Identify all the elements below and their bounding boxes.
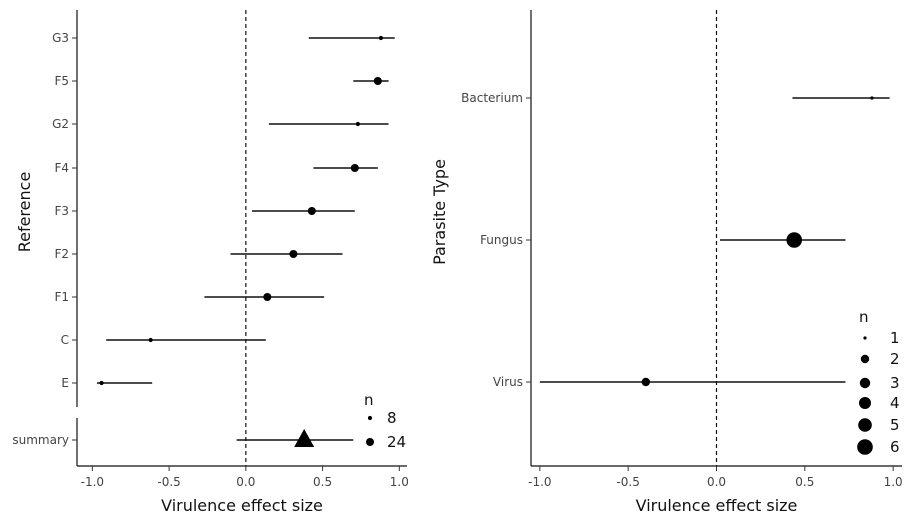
legend-label-8: 8 xyxy=(387,409,397,427)
y-tick-label-g2: G2 xyxy=(52,117,69,131)
x-tick-label: 0.5 xyxy=(313,475,332,489)
x-axis-title: Virulence effect size xyxy=(161,496,323,515)
legend-label-1: 1 xyxy=(890,329,900,347)
point-fungus xyxy=(786,232,803,248)
point-f2 xyxy=(289,250,298,258)
point-virus xyxy=(641,377,651,387)
y-tick-label-fungus: Fungus xyxy=(480,233,523,247)
x-tick-label: -0.5 xyxy=(616,475,639,489)
y-tick-label-g3: G3 xyxy=(52,31,69,45)
x-tick-label: 0.0 xyxy=(707,475,726,489)
legend-label-4: 4 xyxy=(890,394,900,412)
point-g2 xyxy=(355,121,360,127)
point-f3 xyxy=(307,207,316,215)
y-tick-label-f1: F1 xyxy=(54,290,69,304)
point-f5 xyxy=(373,77,382,85)
summary-triangle-marker xyxy=(294,429,315,447)
y-tick-label-f5: F5 xyxy=(54,74,69,88)
y-axis-title: Parasite Type xyxy=(430,159,449,265)
legend-key-5 xyxy=(858,418,872,432)
legend-key-2 xyxy=(860,354,870,364)
x-tick-label: -1.0 xyxy=(528,475,551,489)
point-f4 xyxy=(350,164,359,172)
y-tick-label-bacterium: Bacterium xyxy=(461,91,523,105)
legend-label-24: 24 xyxy=(387,433,406,451)
legend-key-4 xyxy=(859,397,871,409)
point-c xyxy=(148,337,153,343)
x-tick-label: 0.0 xyxy=(236,475,255,489)
y-tick-label-f4: F4 xyxy=(54,161,69,175)
y-axis-title: Reference xyxy=(15,172,34,253)
legend-title: n xyxy=(364,391,374,409)
y-tick-label-f2: F2 xyxy=(54,247,69,261)
legend-key-3 xyxy=(859,377,871,389)
y-tick-label-summary: summary xyxy=(12,433,69,447)
legend: n8 24 xyxy=(364,391,406,451)
point-f1 xyxy=(263,293,272,301)
point-e xyxy=(99,380,104,386)
legend-label-6: 6 xyxy=(890,438,900,456)
legend-key-1 xyxy=(863,336,867,340)
x-tick-label: -0.5 xyxy=(157,475,180,489)
x-axis-title: Virulence effect size xyxy=(636,496,798,515)
legend-label-3: 3 xyxy=(890,374,900,392)
legend-key-24 xyxy=(366,438,374,446)
x-tick-label: 0.5 xyxy=(795,475,814,489)
y-tick-label-e: E xyxy=(61,376,69,390)
legend-label-5: 5 xyxy=(890,416,900,434)
point-bacterium xyxy=(870,96,874,100)
y-tick-label-c: C xyxy=(61,333,69,347)
legend-key-6 xyxy=(857,439,873,455)
legend-title: n xyxy=(859,308,869,326)
legend-label-2: 2 xyxy=(890,350,900,368)
legend: n 1 2 3 4 5 6 xyxy=(857,308,900,456)
parasite-type-forest-plot: -1.0 -0.5 0.0 0.5 1.0 Bacterium Fungus Virus Vir… xyxy=(430,10,903,515)
y-tick-label-f3: F3 xyxy=(54,204,69,218)
x-tick-label: -1.0 xyxy=(81,475,104,489)
x-tick-label: 1.0 xyxy=(884,475,903,489)
reference-forest-plot: -1.0 -0.5 0.0 0.5 1.0 G3 F5 G2 F4 F3 F2 F1 C Esummary… xyxy=(12,10,409,515)
point-g3 xyxy=(378,35,384,41)
y-tick-label-virus: Virus xyxy=(493,375,523,389)
x-tick-label: 1.0 xyxy=(390,475,409,489)
legend-key-8 xyxy=(367,415,373,421)
